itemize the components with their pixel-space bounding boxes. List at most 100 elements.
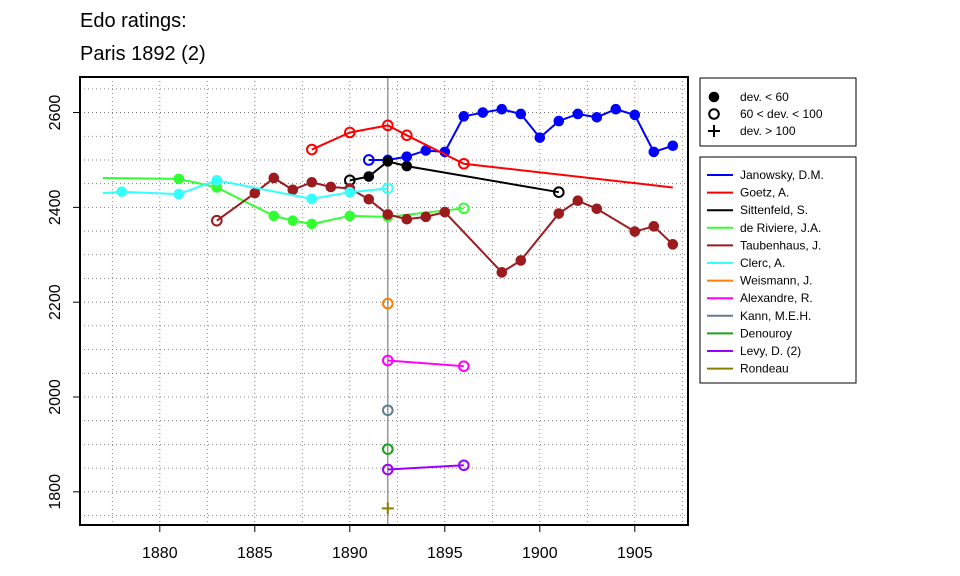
data-point bbox=[667, 239, 679, 250]
x-tick-label: 1900 bbox=[522, 545, 558, 562]
plot-frame bbox=[79, 76, 689, 526]
data-point bbox=[382, 156, 394, 167]
data-point bbox=[382, 354, 394, 367]
series-alexandre-r bbox=[382, 354, 470, 372]
series-legend-label: Taubenhaus, J. bbox=[740, 238, 821, 252]
data-point bbox=[382, 443, 394, 455]
data-point bbox=[439, 206, 451, 218]
series-rondeau bbox=[381, 502, 394, 515]
data-point bbox=[287, 215, 299, 226]
data-point bbox=[458, 360, 470, 372]
y-tick-label: 2200 bbox=[47, 284, 64, 320]
data-point bbox=[363, 154, 375, 166]
chart-title-line-2: Paris 1892 (2) bbox=[80, 43, 206, 65]
x-tick-label: 1895 bbox=[427, 545, 463, 562]
series-legend-label: Sittenfeld, S. bbox=[740, 203, 808, 217]
y-tick-label: 2400 bbox=[47, 189, 64, 225]
data-point bbox=[306, 193, 318, 205]
data-point bbox=[629, 226, 641, 237]
data-point bbox=[306, 143, 318, 156]
series-line bbox=[311, 124, 673, 189]
data-point bbox=[648, 146, 660, 158]
series-taubenhaus-j bbox=[211, 172, 679, 278]
data-point bbox=[610, 103, 622, 115]
data-point bbox=[629, 109, 641, 121]
data-point bbox=[667, 140, 679, 152]
series-line bbox=[349, 160, 559, 194]
data-point bbox=[553, 208, 565, 219]
data-point bbox=[382, 463, 394, 476]
series-legend-label: Rondeau bbox=[740, 362, 789, 376]
series-legend-label: Denouroy bbox=[740, 326, 792, 340]
data-point bbox=[458, 459, 470, 472]
data-point bbox=[306, 176, 318, 188]
series-line bbox=[387, 464, 464, 471]
data-point bbox=[173, 188, 185, 200]
series-layer bbox=[102, 103, 679, 515]
data-point bbox=[572, 195, 584, 207]
data-point bbox=[496, 103, 508, 115]
data-point bbox=[553, 186, 565, 198]
data-point bbox=[515, 108, 527, 120]
x-tick-label: 1885 bbox=[237, 545, 273, 562]
data-point bbox=[325, 181, 337, 193]
data-point bbox=[344, 210, 356, 222]
data-point bbox=[648, 221, 660, 232]
data-point bbox=[401, 129, 413, 142]
data-point bbox=[591, 203, 603, 215]
series-denouroy bbox=[382, 443, 394, 455]
legend-marker-open bbox=[708, 108, 720, 120]
series-legend-label: Goetz, A. bbox=[740, 186, 789, 200]
chart-title-line-1: Edo ratings: bbox=[80, 10, 187, 32]
legend-marker-plus bbox=[708, 125, 720, 137]
y-tick-label: 1800 bbox=[47, 474, 64, 510]
marker-legend-box bbox=[699, 77, 857, 147]
y-tick-label: 2600 bbox=[47, 95, 64, 131]
series-weismann-j bbox=[382, 297, 394, 310]
x-tick-label: 1890 bbox=[332, 545, 368, 562]
data-point bbox=[420, 211, 432, 223]
data-point bbox=[382, 182, 394, 195]
series-line bbox=[387, 359, 464, 368]
series-legend-label: Clerc, A. bbox=[740, 256, 785, 270]
data-point bbox=[458, 111, 470, 122]
series-legend-label: Levy, D. (2) bbox=[740, 344, 801, 358]
data-point bbox=[116, 186, 128, 198]
data-point bbox=[344, 126, 356, 139]
data-point bbox=[572, 108, 584, 120]
data-point bbox=[401, 160, 413, 172]
data-point bbox=[344, 186, 356, 198]
data-point bbox=[401, 151, 413, 162]
data-point bbox=[363, 171, 375, 182]
marker-legend-label: dev. > 100 bbox=[740, 124, 796, 138]
data-point bbox=[382, 209, 394, 220]
series-legend-label: de Riviere, J.A. bbox=[740, 221, 821, 235]
data-point bbox=[249, 187, 261, 199]
series-clerc-a bbox=[102, 175, 394, 205]
data-point bbox=[534, 132, 546, 143]
marker-legend-label: dev. < 60 bbox=[740, 90, 789, 104]
data-point bbox=[382, 119, 394, 132]
data-point bbox=[515, 255, 527, 266]
data-point bbox=[173, 173, 185, 185]
data-point bbox=[401, 213, 413, 225]
data-point bbox=[211, 175, 223, 186]
series-kann-m-e-h bbox=[382, 404, 394, 417]
series-legend: Janowsky, D.M. Goetz, A. Sittenfeld, S. de … bbox=[699, 156, 857, 384]
data-point bbox=[268, 210, 280, 222]
data-point bbox=[306, 218, 318, 230]
data-point bbox=[458, 157, 470, 170]
data-point bbox=[382, 404, 394, 417]
series-de-riviere-j-a bbox=[102, 173, 470, 230]
axes: 1880 1885 1890 1895 1900 1905 1800 2000 2200 2400… bbox=[47, 95, 653, 562]
y-tick-label: 2000 bbox=[47, 379, 64, 415]
series-legend-label: Alexandre, R. bbox=[740, 291, 813, 305]
data-point bbox=[363, 194, 375, 205]
x-tick-label: 1880 bbox=[142, 545, 178, 562]
data-point bbox=[553, 115, 565, 127]
series-goetz-a bbox=[306, 119, 673, 189]
data-point bbox=[287, 184, 299, 196]
data-point bbox=[477, 107, 489, 118]
data-point bbox=[591, 111, 603, 123]
